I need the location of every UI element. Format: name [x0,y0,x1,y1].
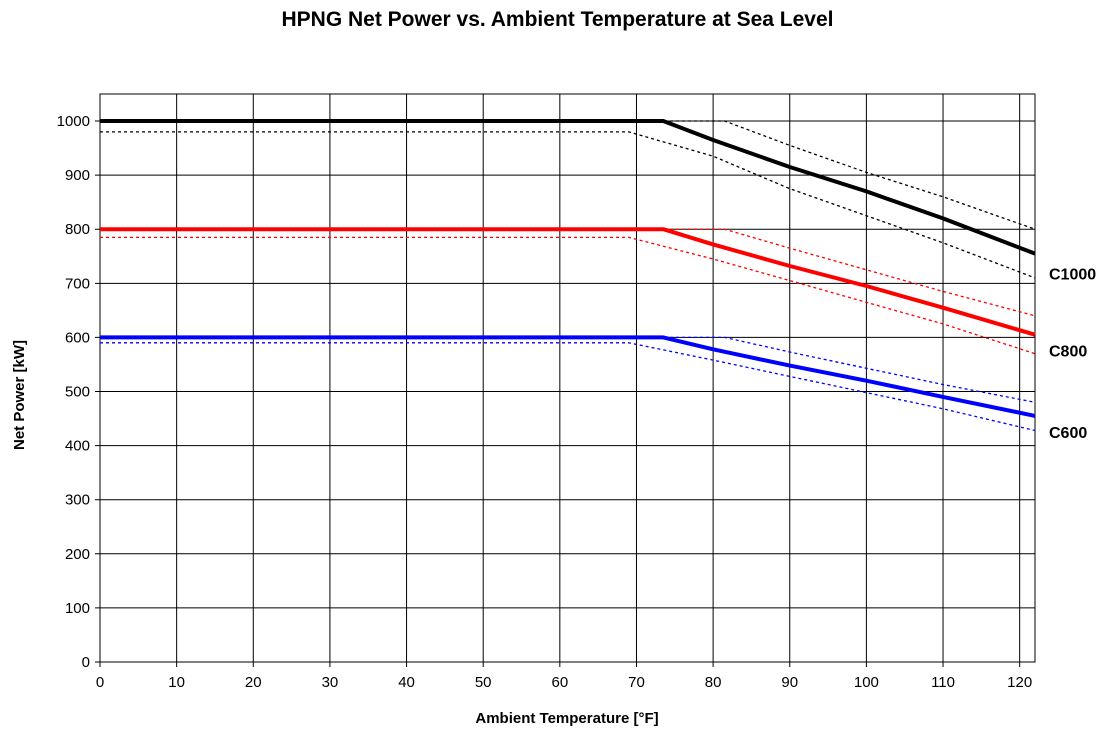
x-tick-label: 10 [168,674,185,691]
y-tick-label: 300 [65,492,90,509]
bound-line-dotted [100,228,1036,317]
y-tick-label: 800 [65,221,90,238]
x-tick-label: 70 [628,674,645,691]
x-tick-label: 20 [245,674,262,691]
bound-line-dotted [100,336,1036,403]
x-tick-label: 50 [475,674,492,691]
y-tick-label: 100 [65,600,90,617]
series-line-c1000 [100,119,1036,256]
series-line-c800 [100,227,1036,337]
series-label-layer: C1000 C800 C600 [1049,267,1096,442]
bound-line-dotted [100,120,1036,230]
y-tick-label: 600 [65,329,90,346]
y-tick-label: 200 [65,546,90,563]
bound-line-dotted [100,342,1036,432]
y-tick-label: 500 [65,384,90,401]
series-label-c800: C800 [1049,344,1087,361]
x-tick-label: 80 [705,674,722,691]
x-tick-label: 120 [1007,674,1032,691]
y-tick-label: 900 [65,167,90,184]
x-tick-label: 100 [854,674,879,691]
y-tick-label: 400 [65,438,90,455]
series-layer [100,119,1036,432]
bound-line-dotted [100,131,1036,279]
grid-layer [95,93,1036,667]
tick-layer: 0 10 20 30 40 50 60 70 80 90 100 110 120 0 100 200 300 40… [57,113,1033,691]
x-tick-label: 60 [551,674,568,691]
chart-title: HPNG Net Power vs. Ambient Temperature a… [281,8,834,31]
y-tick-label: 0 [82,654,90,671]
x-tick-label: 30 [322,674,339,691]
bound-line-dotted [100,236,1036,355]
x-tick-label: 0 [96,674,104,691]
x-tick-label: 40 [398,674,415,691]
series-label-c600: C600 [1049,425,1087,442]
x-tick-label: 90 [781,674,798,691]
plot-frame [99,93,1036,663]
series-line-c600 [100,335,1036,418]
y-tick-label: 700 [65,275,90,292]
x-tick-label: 110 [931,674,955,691]
y-tick-label: 1000 [57,113,90,130]
series-label-c1000: C1000 [1049,267,1096,284]
x-axis-label: Ambient Temperature [°F] [475,710,658,727]
y-axis-label: Net Power [kW] [11,340,28,450]
